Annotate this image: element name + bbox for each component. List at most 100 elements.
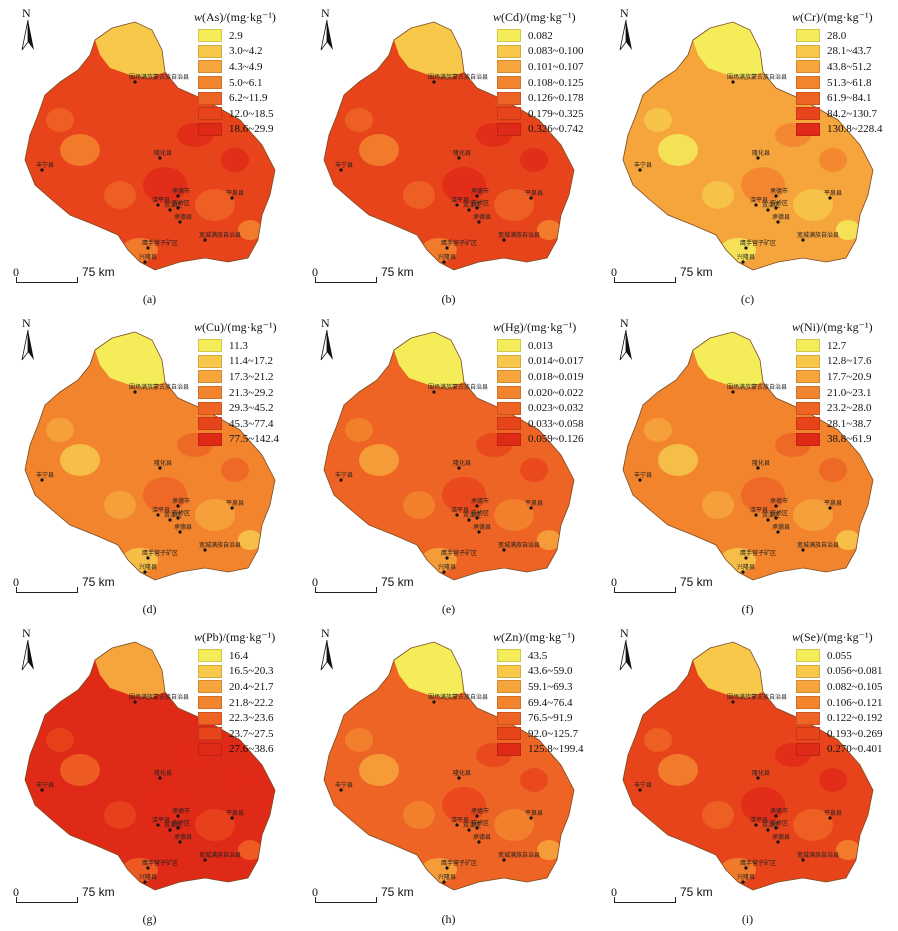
- legend-item: 92.0~125.7: [497, 726, 583, 742]
- city-marker: [741, 880, 745, 884]
- scale-bar: 0 75 km: [312, 885, 414, 906]
- legend-label: 0.013: [528, 339, 553, 352]
- north-label: N: [620, 316, 629, 330]
- city-marker: [828, 506, 832, 510]
- legend-label: 43.8~51.2: [827, 60, 872, 73]
- legend-item: 28.0: [796, 28, 882, 44]
- legend-label: 0.033~0.058: [528, 417, 584, 430]
- city-marker: [143, 260, 147, 264]
- city-label: 兴隆县: [737, 563, 755, 571]
- legend-swatch: [198, 696, 222, 710]
- legend-title: w(Pb)/(mg·kg⁻¹): [194, 630, 275, 645]
- city-marker: [176, 206, 180, 210]
- legend-item: 59.1~69.3: [497, 679, 583, 695]
- north-label: N: [22, 6, 31, 20]
- legend-label: 0.023~0.032: [528, 402, 584, 415]
- legend-label: 76.5~91.9: [528, 712, 573, 725]
- legend-label: 20.4~21.7: [229, 680, 274, 693]
- city-label: 宽城满族自治县: [797, 851, 839, 859]
- city-marker: [168, 518, 172, 522]
- city-label: 双桥区: [770, 509, 788, 517]
- low-value-zone: [95, 332, 165, 388]
- concentration-zone: [345, 418, 373, 442]
- legend-label: 0.059~0.126: [528, 433, 584, 446]
- concentration-zone: [644, 418, 672, 442]
- concentration-zone: [836, 840, 860, 860]
- legend-swatch: [796, 401, 820, 415]
- scale-line: [16, 902, 78, 903]
- panel-caption: (e): [441, 602, 456, 616]
- map-panel-d: 围场满族蒙古族自治县 隆化县 丰宁县 承德市 滦平县 双滦区 双桥区 平泉县 承德县 宽城满族自治…: [0, 310, 299, 620]
- city-marker: [156, 513, 160, 517]
- city-label: 丰宁县: [634, 471, 652, 479]
- scale-tick: [376, 587, 377, 593]
- legend-item: 45.3~77.4: [198, 416, 279, 432]
- city-marker: [178, 220, 182, 224]
- concentration-zone: [658, 444, 698, 476]
- city-marker: [158, 156, 162, 160]
- city-label: 双滦区: [762, 511, 780, 519]
- city-marker: [203, 238, 207, 242]
- legend-label: 45.3~77.4: [229, 417, 274, 430]
- city-label: 宽城满族自治县: [199, 231, 241, 239]
- city-marker: [744, 246, 748, 250]
- north-arrow: N: [317, 6, 339, 54]
- city-marker: [776, 220, 780, 224]
- legend-title-unit: (Ni)/(mg·kg⁻¹): [800, 320, 873, 334]
- legend: w(Zn)/(mg·kg⁻¹) 43.5 43.6~59.0 59.1~69.3 69.…: [493, 630, 583, 757]
- legend-title: w(Zn)/(mg·kg⁻¹): [493, 630, 583, 645]
- city-marker: [442, 880, 446, 884]
- north-arrow: N: [18, 316, 40, 364]
- legend-item: 11.3: [198, 338, 279, 354]
- legend-item: 0.013: [497, 338, 583, 354]
- city-marker: [168, 828, 172, 832]
- map-panel-f: 围场满族蒙古族自治县 隆化县 丰宁县 承德市 滦平县 双滦区 双桥区 平泉县 承德县 宽城满族自治…: [598, 310, 897, 620]
- concentration-zone: [195, 189, 235, 221]
- legend-item: 29.3~45.2: [198, 400, 279, 416]
- north-arrow-icon: [320, 640, 333, 671]
- scale-tick: [376, 277, 377, 283]
- city-marker: [176, 194, 180, 198]
- legend-label: 0.014~0.017: [528, 355, 584, 368]
- legend-swatch: [497, 339, 521, 353]
- scale-bar: 0 75 km: [611, 575, 713, 596]
- city-label: 双滦区: [762, 201, 780, 209]
- legend-title-prefix: w: [792, 630, 801, 644]
- city-label: 承德市: [471, 497, 489, 505]
- legend-item: 43.8~51.2: [796, 59, 882, 75]
- legend-title-unit: (As)/(mg·kg⁻¹): [202, 10, 276, 24]
- legend-item: 22.3~23.6: [198, 710, 275, 726]
- legend-label: 61.9~84.1: [827, 92, 872, 105]
- legend-title-unit: (Pb)/(mg·kg⁻¹): [202, 630, 276, 644]
- legend-swatch: [198, 664, 222, 678]
- map-panel-i: 围场满族蒙古族自治县 隆化县 丰宁县 承德市 滦平县 双滦区 双桥区 平泉县 承德县 宽城满族自治…: [598, 620, 897, 930]
- legend-label: 0.193~0.269: [827, 727, 883, 740]
- legend-item: 21.3~29.2: [198, 385, 279, 401]
- legend: w(Cd)/(mg·kg⁻¹) 0.082 0.083~0.100 0.101~0.1…: [493, 10, 583, 137]
- city-label: 双桥区: [471, 509, 489, 517]
- scale-tick: [315, 897, 316, 903]
- concentration-zone: [793, 809, 833, 841]
- region-boundary: [323, 641, 575, 891]
- legend-label: 0.106~0.121: [827, 696, 883, 709]
- concentration-zone: [60, 134, 100, 166]
- scale-tick: [77, 277, 78, 283]
- legend-item: 0.082~0.105: [796, 679, 882, 695]
- legend-swatch: [198, 680, 222, 694]
- city-marker: [442, 570, 446, 574]
- scale-line: [315, 902, 377, 903]
- legend-item: 12.0~18.5: [198, 106, 276, 122]
- city-marker: [133, 700, 137, 704]
- legend-title-prefix: w: [194, 320, 203, 334]
- legend-swatch: [796, 727, 820, 741]
- scale-distance: 75 km: [381, 885, 414, 899]
- city-marker: [40, 168, 44, 172]
- legend-swatch: [198, 401, 222, 415]
- scale-tick: [315, 277, 316, 283]
- low-value-zone: [95, 22, 165, 78]
- concentration-zone: [46, 418, 74, 442]
- city-marker: [457, 156, 461, 160]
- scale-tick: [675, 587, 676, 593]
- scale-tick: [16, 587, 17, 593]
